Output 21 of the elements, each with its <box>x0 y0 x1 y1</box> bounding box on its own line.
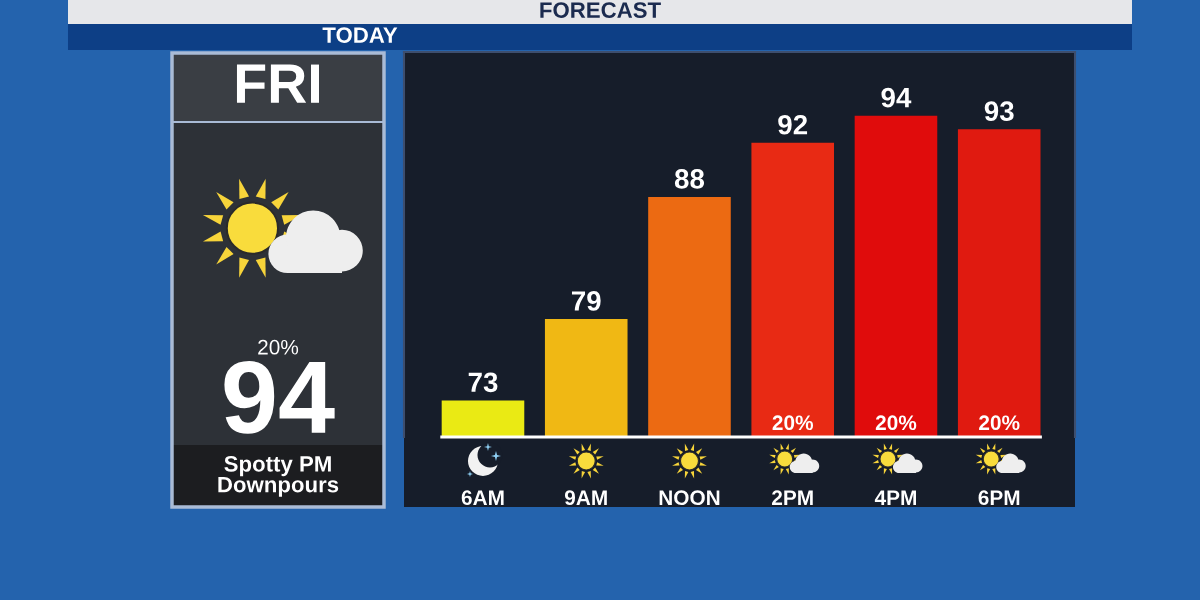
data-label: 79 <box>571 291 601 311</box>
x-tick-label: 2PM <box>772 490 813 505</box>
annotation: 20% <box>979 415 1020 431</box>
x-tick-label: 6AM <box>461 490 504 506</box>
text: 20% <box>258 339 299 355</box>
text: Spotty PM Downpours <box>218 456 339 497</box>
data-label: 92 <box>778 114 808 135</box>
annotation: 20% <box>772 415 814 431</box>
annotation: 20% <box>875 415 917 431</box>
data-label: 73 <box>468 372 498 393</box>
x-tick-label: NOON <box>659 490 720 506</box>
data-label: 94 <box>881 87 912 108</box>
data-label: 88 <box>674 169 705 189</box>
data-label: 93 <box>984 101 1014 122</box>
x-tick-label: 6PM <box>978 490 1020 506</box>
x-tick-label: 9AM <box>564 490 607 506</box>
text: FRI <box>236 64 320 103</box>
chart-subtitle: TODAY <box>322 27 398 43</box>
text: 94 <box>224 361 335 434</box>
chart-title: FORECAST <box>540 2 661 18</box>
x-tick-label: 4PM <box>874 490 916 505</box>
